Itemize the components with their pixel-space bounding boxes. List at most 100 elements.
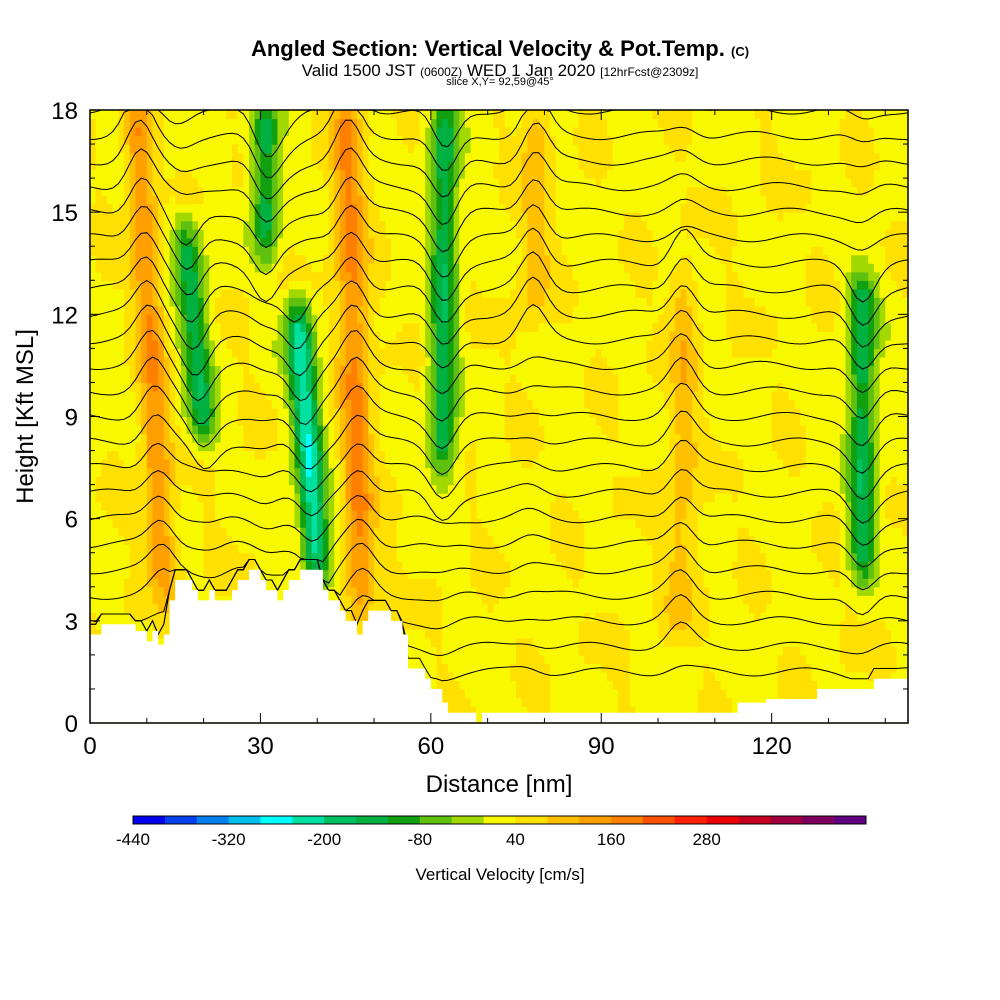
field-cell [232, 280, 239, 290]
field-cell [237, 425, 244, 435]
field-cell [464, 407, 472, 418]
field-cell [476, 178, 483, 188]
field-cell [430, 595, 438, 605]
field-cell [169, 322, 176, 332]
field-cell [453, 663, 460, 673]
field-cell [328, 348, 335, 358]
field-cell [453, 476, 460, 486]
field-cell [243, 220, 250, 230]
field-cell [158, 399, 165, 409]
field-cell [146, 629, 154, 639]
field-cell [226, 339, 233, 349]
field-cell [107, 442, 114, 452]
field-cell [90, 297, 97, 307]
field-cell [459, 203, 466, 213]
field-cell [294, 127, 301, 137]
field-cell [226, 586, 233, 596]
field-cell [362, 493, 369, 503]
field-cell [146, 569, 154, 579]
field-cell [464, 195, 472, 205]
field-cell [260, 450, 267, 460]
field-cell [112, 425, 119, 435]
field-cell [396, 339, 404, 349]
field-cell [158, 382, 165, 392]
field-cell [322, 399, 330, 409]
field-cell [175, 314, 182, 324]
field-cell [152, 603, 159, 613]
field-cell [175, 305, 182, 315]
field-cell [124, 195, 131, 205]
field-cell [232, 322, 239, 332]
field-cell [175, 322, 182, 332]
field-cell [459, 637, 466, 647]
field-cell [402, 467, 409, 477]
field-cell [442, 578, 449, 588]
field-cell [447, 110, 455, 120]
field-cell [408, 527, 415, 537]
field-cell [226, 144, 233, 154]
field-cell [220, 322, 227, 332]
field-cell [175, 254, 182, 264]
field-cell [379, 297, 386, 307]
field-cell [430, 586, 438, 596]
field-cell [180, 127, 188, 137]
field-cell [328, 152, 335, 162]
field-cell [374, 561, 381, 571]
field-cell [175, 433, 182, 443]
field-cell [425, 510, 432, 520]
field-cell [311, 195, 318, 205]
field-cell [249, 407, 256, 418]
field-cell [260, 433, 267, 443]
field-cell [300, 390, 307, 401]
field-cell [124, 144, 131, 154]
field-cell [459, 561, 466, 571]
field-cell [158, 595, 165, 605]
field-cell [203, 110, 210, 120]
field-cell [459, 586, 466, 596]
field-cell [226, 407, 233, 418]
field-cell [141, 484, 148, 494]
field-cell [322, 314, 330, 324]
field-cell [430, 433, 438, 443]
field-cell [356, 331, 364, 341]
field-cell [135, 305, 142, 315]
field-cell [277, 254, 284, 264]
field-cell [163, 237, 171, 247]
field-cell [379, 442, 386, 452]
field-cell [339, 382, 347, 392]
field-cell [169, 578, 176, 588]
field-cell [152, 416, 159, 426]
field-cell [288, 442, 296, 452]
field-cell [288, 297, 296, 307]
field-cell [345, 254, 352, 264]
field-cell [107, 382, 114, 392]
field-cell [419, 118, 426, 128]
field-cell [391, 535, 398, 545]
field-cell [243, 229, 250, 239]
field-cell [220, 237, 227, 247]
field-cell [288, 178, 296, 188]
field-cell [186, 518, 193, 528]
field-cell [362, 110, 369, 120]
field-cell [408, 450, 415, 460]
field-cell [226, 110, 233, 120]
field-cell [203, 595, 210, 605]
field-cell [317, 263, 324, 273]
field-cell [470, 416, 477, 426]
field-cell [214, 118, 222, 128]
field-cell [152, 254, 159, 264]
field-cell [345, 152, 352, 162]
field-cell [339, 407, 347, 418]
field-cell [305, 314, 313, 324]
field-cell [118, 467, 125, 477]
field-cell [186, 297, 193, 307]
field-cell [419, 425, 426, 435]
field-cell [345, 305, 352, 315]
field-cell [385, 510, 392, 520]
field-cell [243, 118, 250, 128]
field-cell [436, 493, 443, 503]
field-cell [464, 305, 472, 315]
field-cell [345, 348, 352, 358]
field-cell [356, 425, 364, 435]
field-cell [226, 365, 233, 375]
